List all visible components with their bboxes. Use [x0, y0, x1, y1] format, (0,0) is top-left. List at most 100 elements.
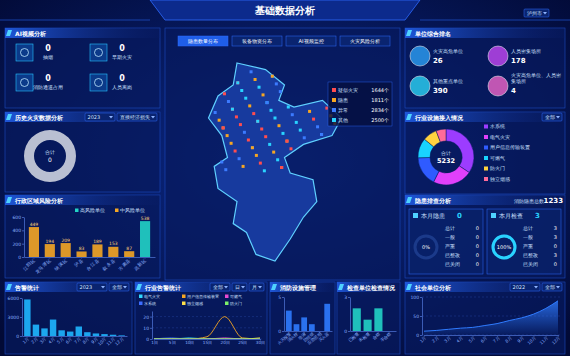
- y-tick: 0: [278, 329, 284, 334]
- tab[interactable]: [232, 36, 282, 46]
- y-tick-label: 0: [416, 333, 419, 338]
- select[interactable]: 2023: [77, 283, 107, 291]
- select[interactable]: 2022: [510, 283, 540, 291]
- legend-label: 防火门: [490, 165, 505, 171]
- stat-label: 一般: [523, 234, 533, 240]
- map-marker: [259, 162, 262, 165]
- map-marker: [264, 135, 267, 138]
- tab[interactable]: [340, 36, 390, 46]
- select[interactable]: 全部: [542, 283, 562, 291]
- panel-header: [5, 112, 160, 122]
- tab[interactable]: [178, 36, 228, 46]
- bars: [353, 308, 383, 331]
- bar: [84, 332, 90, 336]
- map-marker: [248, 104, 251, 107]
- select-box[interactable]: [524, 9, 549, 17]
- x-tick-label: 3月: [443, 336, 451, 344]
- x-tick-label: 龙马潭区: [33, 257, 52, 274]
- x-tick: 7月: [492, 335, 500, 344]
- x-axis: 火灾报警消火栓喷淋防排烟应急照明灭火器: [276, 331, 332, 346]
- panel-title: 检查单位检查情况: [346, 284, 396, 291]
- y-axis-line: [350, 298, 351, 332]
- select-text: 2022: [513, 284, 526, 290]
- x-tick-label: 6月: [65, 337, 73, 345]
- select-box[interactable]: [542, 113, 562, 121]
- legend-swatch: [484, 146, 488, 150]
- legend-swatch: [139, 302, 143, 306]
- card-icon: [413, 213, 418, 218]
- y-axis-line: [152, 312, 153, 340]
- stat-value: 3: [554, 252, 557, 258]
- select-box[interactable]: [542, 283, 562, 291]
- map-marker: [223, 92, 226, 95]
- select-box[interactable]: [85, 113, 115, 121]
- select-box[interactable]: [249, 283, 264, 291]
- legend-label: 独立烟感: [490, 176, 510, 182]
- x-tick-label: 3月: [39, 337, 47, 345]
- x-tick: 2月: [30, 336, 38, 345]
- select[interactable]: 月: [249, 283, 264, 291]
- dashboard: 基础数据分析泸州市AI视频分析0抽烟0早期火灾0消防通道占用0人员离岗历史火灾数…: [0, 0, 570, 356]
- total-value: 1233: [544, 197, 564, 205]
- tab-label: AI视频监控: [298, 38, 323, 44]
- x-tick-label: 已检查: [347, 332, 359, 344]
- panel-title: 消防设施管理: [279, 284, 316, 291]
- y-tick-mark: [20, 298, 22, 299]
- select[interactable]: 全部: [210, 283, 230, 291]
- select-box[interactable]: [210, 283, 230, 291]
- select[interactable]: 全部: [109, 283, 129, 291]
- panel-header: [135, 282, 267, 292]
- y-tick-mark: [22, 217, 24, 218]
- rank-value: 4: [511, 87, 516, 95]
- y-axis-line: [422, 298, 423, 336]
- panel-header: [270, 282, 335, 292]
- panel-header-mark: [406, 30, 412, 36]
- bar: [76, 251, 86, 257]
- bar: [385, 331, 393, 332]
- legend-swatch: [332, 118, 336, 122]
- tab[interactable]: [286, 36, 336, 46]
- map-marker: [231, 108, 234, 111]
- y-tick: 200: [12, 242, 24, 247]
- x-tick-label: 8月: [82, 337, 90, 345]
- select-box[interactable]: [117, 113, 157, 121]
- y-tick-mark: [282, 297, 284, 298]
- x-tick: 12月: [551, 335, 561, 346]
- kpi-label: 早期火灾: [112, 54, 132, 60]
- legend-swatch: [484, 156, 488, 160]
- rank-label: 其他重点单位: [433, 78, 463, 84]
- stat-value: 0: [476, 225, 479, 231]
- bar: [301, 317, 307, 331]
- legend-label: 独立烟感: [187, 301, 203, 306]
- x-tick: 4月: [47, 336, 55, 345]
- map-marker: [285, 140, 288, 143]
- select[interactable]: 泸州市: [524, 9, 549, 17]
- select-box[interactable]: [109, 283, 129, 291]
- select[interactable]: 直接经济损失: [117, 113, 157, 121]
- stat-label: 已关闭: [445, 261, 460, 267]
- panel-title: 告警统计: [14, 284, 39, 291]
- select-text: 全部: [213, 284, 223, 290]
- kpi-value: 0: [119, 44, 125, 53]
- x-tick-label: 高新区: [132, 257, 147, 271]
- grid-line: [152, 316, 262, 317]
- total-label: 消防隐患总数: [514, 198, 544, 204]
- x-tick: 1日: [151, 339, 158, 345]
- y-tick-label: 5: [278, 295, 281, 300]
- panel: 告警统计全部20230300060001月2月3月4月5月6月7月8月9月10月…: [5, 282, 132, 354]
- panel-frame: [165, 28, 400, 280]
- data-label: 153: [109, 241, 118, 246]
- line: [154, 338, 260, 339]
- select-arrow: [556, 116, 560, 119]
- select[interactable]: 2023: [85, 113, 115, 121]
- select-box[interactable]: [77, 283, 107, 291]
- legend-value: 2834个: [371, 107, 389, 113]
- select[interactable]: 日: [232, 283, 247, 291]
- bar: [124, 251, 134, 257]
- x-axis-line: [425, 335, 559, 336]
- map-marker: [250, 70, 253, 73]
- select[interactable]: 全部: [542, 113, 562, 121]
- select-box[interactable]: [232, 283, 247, 291]
- map-marker: [266, 101, 269, 104]
- select-box[interactable]: [510, 283, 540, 291]
